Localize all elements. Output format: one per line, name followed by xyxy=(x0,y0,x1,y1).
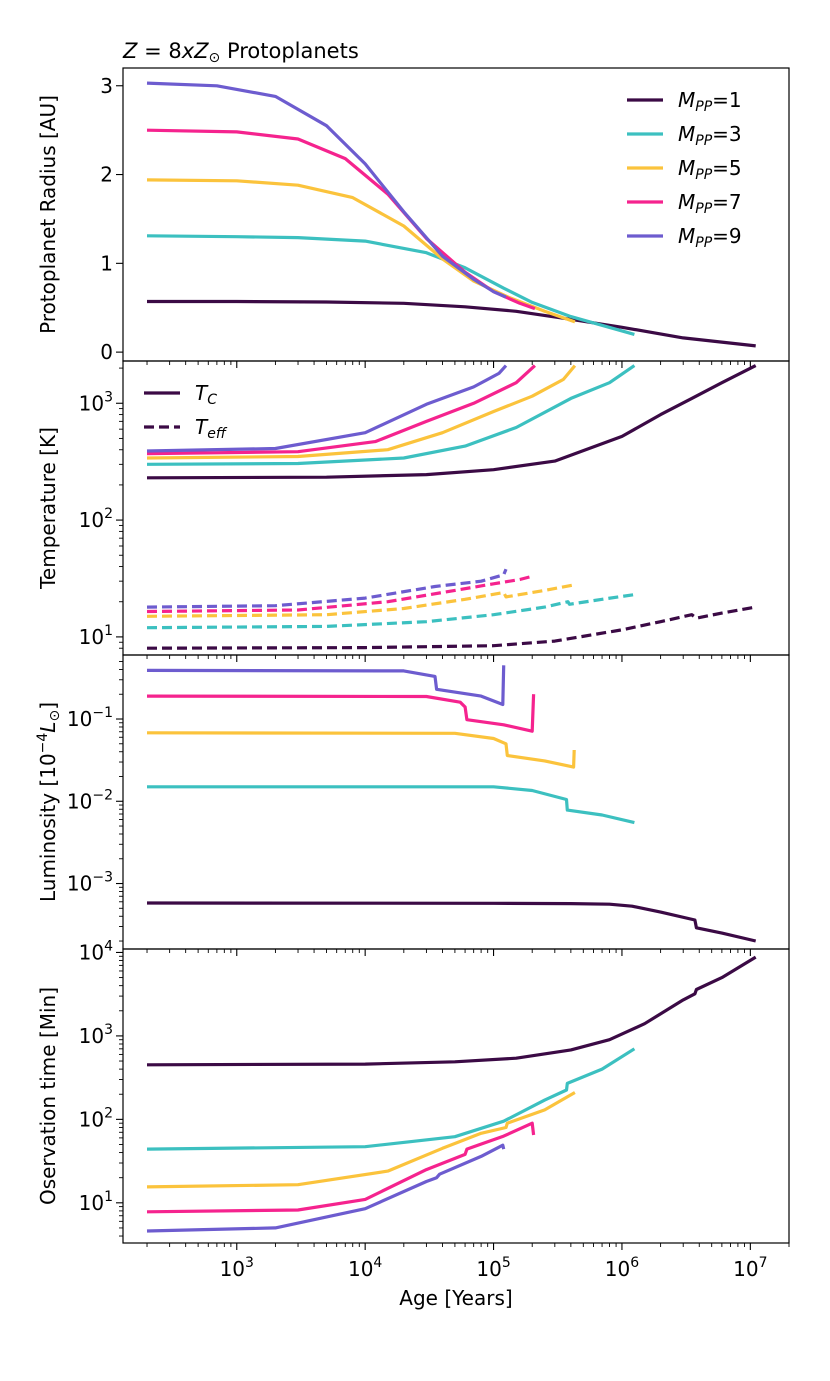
y-tick-label: 103 xyxy=(79,389,113,415)
series-group xyxy=(146,81,756,348)
series-line-mpp-1-solid xyxy=(147,299,756,348)
series-line-mpp-3-solid xyxy=(146,364,636,466)
series-line-mpp-5-solid xyxy=(146,1091,576,1189)
panel-frame xyxy=(122,948,790,1244)
y-axis-label: Oservation time [Min] xyxy=(36,987,60,1205)
y-tick-label: 10−1 xyxy=(67,705,113,731)
panel-observation: 101 102 103 104 Oservation time [Min] xyxy=(36,938,790,1250)
series-line-mpp-9-solid xyxy=(146,364,508,453)
series-line-mpp-7-solid xyxy=(146,694,536,733)
y-axis-label: Luminosity [10−4L⊙] xyxy=(35,702,63,902)
series-line-mpp-1-solid xyxy=(146,955,757,1067)
x-tick-label: 104 xyxy=(348,1255,382,1281)
series-line-mpp-1-solid xyxy=(146,901,757,943)
series-group xyxy=(146,955,757,1233)
series-line-mpp-1-dashed xyxy=(146,605,756,650)
y-axis-label: Temperature [K] xyxy=(36,427,60,590)
legend-label-mpp-3: MPP=3 xyxy=(678,122,742,149)
legend-label-mpp-5: MPP=5 xyxy=(678,156,742,183)
legend-label-mpp-9: MPP=9 xyxy=(678,224,742,251)
x-axis: 103 104 105 106 107 xyxy=(220,1255,768,1281)
chart-title: Z = 8xZ⊙ Protoplanets xyxy=(122,39,359,66)
series-line-mpp-9-solid xyxy=(146,81,507,299)
series-line-mpp-5-solid xyxy=(146,731,576,769)
series-group xyxy=(146,364,757,650)
panel-temperature: 101 102 103 Temperature [K] TC Teff xyxy=(36,360,790,662)
y-tick-label: 103 xyxy=(79,1022,113,1048)
x-tick-label: 106 xyxy=(605,1255,639,1281)
legend-label-c: TC xyxy=(195,381,217,408)
legend-mass: MPP=1 MPP=3 MPP=5 MPP=7 MPP=9 xyxy=(627,88,742,251)
series-line-mpp-3-solid xyxy=(146,234,635,336)
series-line-mpp-9-dashed xyxy=(146,568,508,609)
x-tick-label: 103 xyxy=(220,1255,254,1281)
x-tick-label: 107 xyxy=(733,1255,767,1281)
legend-temperature: TC Teff xyxy=(144,381,228,442)
y-tick-label: 101 xyxy=(79,1189,113,1215)
x-axis-label: Age [Years] xyxy=(399,1286,512,1310)
y-tick-label: 102 xyxy=(79,1105,113,1131)
y-tick-label: 10−3 xyxy=(67,870,113,896)
y-axis-label: Protoplanet Radius [AU] xyxy=(36,95,60,334)
series-line-mpp-3-solid xyxy=(146,1047,636,1151)
legend-label-mpp-1: MPP=1 xyxy=(678,88,742,115)
y-tick-label: 0 xyxy=(100,340,113,364)
x-tick-label: 105 xyxy=(476,1255,510,1281)
y-tick-label: 104 xyxy=(79,938,113,964)
y-tick-label: 1 xyxy=(100,251,113,275)
legend-label-mpp-7: MPP=7 xyxy=(678,190,742,217)
series-line-mpp-7-dashed xyxy=(146,574,533,614)
series-line-mpp-7-solid xyxy=(146,364,536,456)
y-tick-label: 10−2 xyxy=(67,787,113,813)
series-line-mpp-5-dashed xyxy=(146,583,576,618)
series-group xyxy=(146,665,757,943)
panel-frame xyxy=(122,654,790,950)
series-line-mpp-1-solid xyxy=(146,364,757,480)
series-line-mpp-3-solid xyxy=(147,785,635,825)
series-line-mpp-3-dashed xyxy=(146,593,635,630)
y-tick-label: 102 xyxy=(79,506,113,532)
y-tick-label: 3 xyxy=(100,74,113,98)
series-line-mpp-7-solid xyxy=(146,1121,536,1214)
legend-label-eff: Teff xyxy=(195,415,228,442)
y-tick-label: 2 xyxy=(100,163,113,187)
series-line-mpp-9-solid xyxy=(146,665,506,707)
series-line-mpp-5-solid xyxy=(146,364,577,460)
series-line-mpp-9-solid xyxy=(146,1143,506,1233)
y-tick-label: 101 xyxy=(79,623,113,649)
